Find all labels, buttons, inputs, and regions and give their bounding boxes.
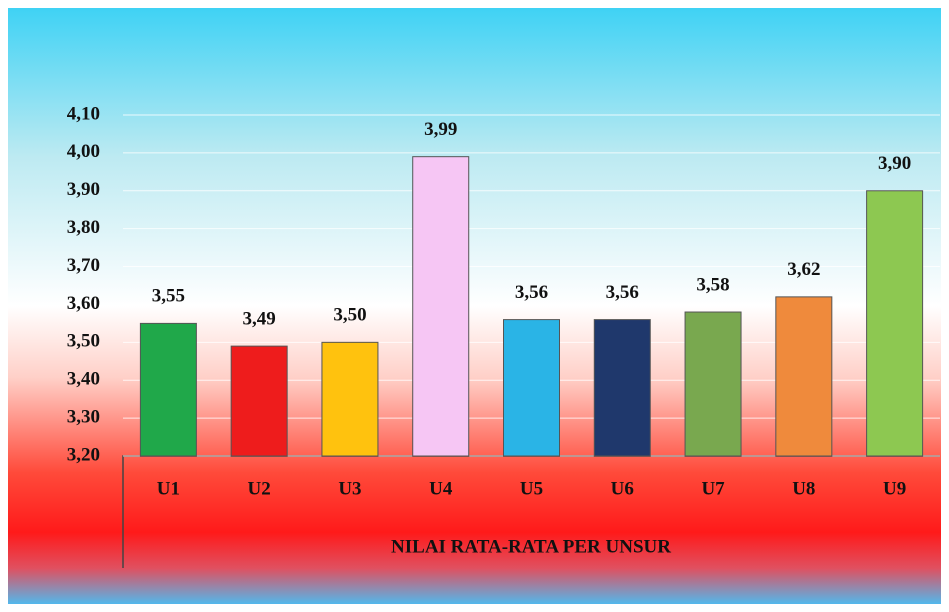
y-tick-label: 4,00 xyxy=(67,141,100,162)
data-label: 3,99 xyxy=(424,119,457,140)
x-tick-label: U8 xyxy=(792,478,815,499)
y-tick-label: 3,20 xyxy=(67,444,100,465)
y-tick-label: 3,70 xyxy=(67,255,100,276)
x-tick-label: U1 xyxy=(157,478,180,499)
x-tick-label: U2 xyxy=(248,478,271,499)
data-label: 3,56 xyxy=(515,282,548,303)
x-tick-label: U7 xyxy=(701,478,725,499)
bar xyxy=(321,341,379,457)
bar xyxy=(593,319,651,457)
data-label: 3,58 xyxy=(696,274,729,295)
x-tick-label: U3 xyxy=(338,478,361,499)
data-label: 3,90 xyxy=(878,153,911,174)
x-axis-label: NILAI RATA-RATA PER UNSUR xyxy=(391,536,671,557)
data-label: 3,50 xyxy=(333,305,366,326)
x-tick-label: U6 xyxy=(611,478,634,499)
y-tick-label: 4,10 xyxy=(67,103,100,124)
bar xyxy=(139,322,197,457)
bar xyxy=(775,296,833,457)
data-label: 3,62 xyxy=(787,259,820,280)
y-tick-label: 3,90 xyxy=(67,179,100,200)
y-tick-label: 3,50 xyxy=(67,331,100,352)
data-label: 3,55 xyxy=(152,286,185,307)
bar xyxy=(866,190,924,457)
y-tick-label: 3,60 xyxy=(67,293,100,314)
x-tick-label: U4 xyxy=(429,478,453,499)
y-tick-label: 3,30 xyxy=(67,406,100,427)
x-tick-label: U9 xyxy=(883,478,906,499)
x-tick-label: U5 xyxy=(520,478,543,499)
data-label: 3,56 xyxy=(606,282,639,303)
y-tick-label: 3,80 xyxy=(67,217,100,238)
bar xyxy=(684,311,742,457)
y-tick-label: 3,40 xyxy=(67,369,100,390)
bar xyxy=(503,319,560,457)
bar xyxy=(230,345,288,457)
data-label: 3,49 xyxy=(243,308,276,329)
bar xyxy=(412,156,470,457)
